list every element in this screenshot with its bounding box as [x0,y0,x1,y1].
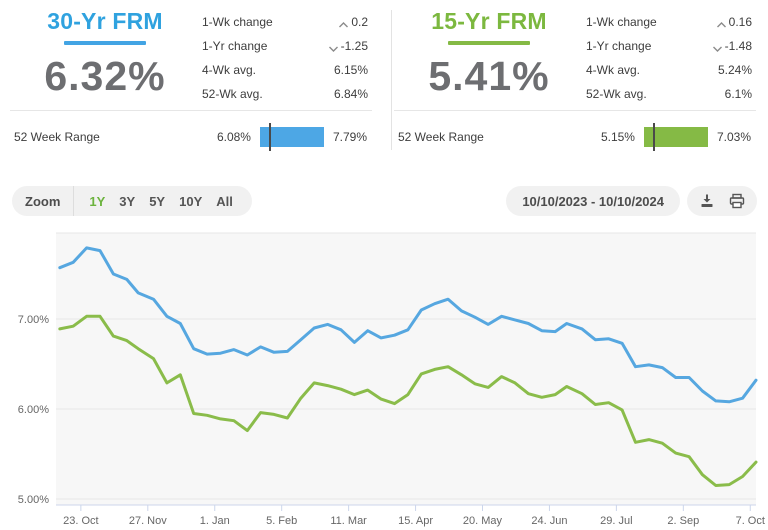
card-15yr-frm: 15-Yr FRM 5.41% 1-Wk change 0.16 1-Yr ch… [384,0,768,170]
range-min: 6.08% [216,130,251,144]
stat-label: 1-Wk change [586,15,657,29]
range-label: 52 Week Range [398,130,484,144]
stat-row: 52-Wk avg. 6.1% [586,82,752,106]
stat-row: 1-Wk change 0.2 [202,10,368,34]
range-label: 52 Week Range [14,130,100,144]
stat-label: 1-Yr change [202,39,268,53]
svg-text:2. Sep: 2. Sep [667,515,699,527]
stat-label: 52-Wk avg. [586,87,647,101]
stats-15yr: 1-Wk change 0.16 1-Yr change -1.48 4-Wk … [586,10,752,106]
range-row-15yr: 52 Week Range 5.15% 7.03% [398,122,751,152]
stat-value: 0.2 [351,15,368,29]
range-min: 5.15% [600,130,635,144]
current-rate: 6.32% [44,53,166,99]
stat-label: 52-Wk avg. [202,87,263,101]
stat-label: 1-Yr change [586,39,652,53]
range-max: 7.79% [332,130,367,144]
stat-row: 1-Yr change -1.48 [586,34,752,58]
zoom-option-10y[interactable]: 10Y [179,193,203,209]
rates-chart[interactable]: 5.00% 6.00% 7.00% 23. Oct 27. Nov 1. Jan 5. Fe… [0,228,768,530]
svg-text:7.00%: 7.00% [18,314,49,326]
chevron-up-icon [338,18,349,28]
rates-chart-svg[interactable]: 5.00% 6.00% 7.00% 23. Oct 27. Nov 1. Jan 5. Fe… [0,228,768,530]
svg-text:5. Feb: 5. Feb [266,515,297,527]
range-row-30yr: 52 Week Range 6.08% 7.79% [14,122,367,152]
download-icon[interactable] [699,193,715,209]
title-underline [64,41,146,45]
divider [10,110,372,111]
print-icon[interactable] [729,193,745,209]
stat-row: 1-Yr change -1.25 [202,34,368,58]
toolbar-right: 10/10/2023 - 10/10/2024 [506,186,757,216]
svg-text:23. Oct: 23. Oct [63,515,98,527]
stat-label: 4-Wk avg. [586,63,641,77]
zoom-option-5y[interactable]: 5Y [149,193,166,209]
svg-text:1. Jan: 1. Jan [200,515,230,527]
export-buttons [687,186,757,216]
range-bar [643,123,708,151]
range-max: 7.03% [716,130,751,144]
card-title: 15-Yr FRM [431,8,547,34]
chevron-up-icon [716,18,727,28]
stat-label: 1-Wk change [202,15,273,29]
svg-text:20. May: 20. May [463,515,503,527]
stat-row: 52-Wk avg. 6.84% [202,82,368,106]
zoom-option-1y[interactable]: 1Y [89,193,106,209]
svg-text:11. Mar: 11. Mar [330,515,367,527]
stat-value: -1.48 [724,39,752,53]
stat-value: 6.1% [724,87,752,101]
divider [73,186,75,216]
svg-text:29. Jul: 29. Jul [600,515,632,527]
stat-value: 5.24% [717,63,752,77]
zoom-option-3y[interactable]: 3Y [119,193,136,209]
title-underline [448,41,530,45]
stats-30yr: 1-Wk change 0.2 1-Yr change -1.25 4-Wk a… [202,10,368,106]
chevron-down-icon [328,42,339,52]
divider [394,110,756,111]
stat-row: 4-Wk avg. 5.24% [586,58,752,82]
chart-toolbar: Zoom 1Y 3Y 5Y 10Y All 10/10/2023 - 10/10… [0,186,768,216]
divider [391,10,392,150]
stat-value: 6.84% [333,87,368,101]
chevron-down-icon [712,42,723,52]
stat-value: 6.15% [333,63,368,77]
card-title: 30-Yr FRM [47,8,163,34]
card-30yr-header: 30-Yr FRM 6.32% [25,8,185,100]
stat-label: 4-Wk avg. [202,63,257,77]
svg-text:7. Oct: 7. Oct [736,515,765,527]
card-30yr-frm: 30-Yr FRM 6.32% 1-Wk change 0.2 1-Yr cha… [0,0,384,170]
svg-text:27. Nov: 27. Nov [129,515,167,527]
date-range-button[interactable]: 10/10/2023 - 10/10/2024 [506,186,680,216]
card-15yr-header: 15-Yr FRM 5.41% [409,8,569,100]
range-bar [259,123,324,151]
current-rate: 5.41% [428,53,550,99]
svg-text:6.00%: 6.00% [18,404,49,416]
zoom-control: Zoom 1Y 3Y 5Y 10Y All [12,186,252,216]
zoom-label: Zoom [25,193,61,209]
zoom-option-all[interactable]: All [216,193,233,209]
svg-text:15. Apr: 15. Apr [398,515,433,527]
range-marker [652,123,655,151]
stat-value: -1.25 [340,39,368,53]
stat-value: 0.16 [728,15,752,29]
svg-text:5.00%: 5.00% [18,494,49,506]
svg-text:24. Jun: 24. Jun [531,515,567,527]
stat-row: 4-Wk avg. 6.15% [202,58,368,82]
stat-row: 1-Wk change 0.16 [586,10,752,34]
range-marker [268,123,271,151]
